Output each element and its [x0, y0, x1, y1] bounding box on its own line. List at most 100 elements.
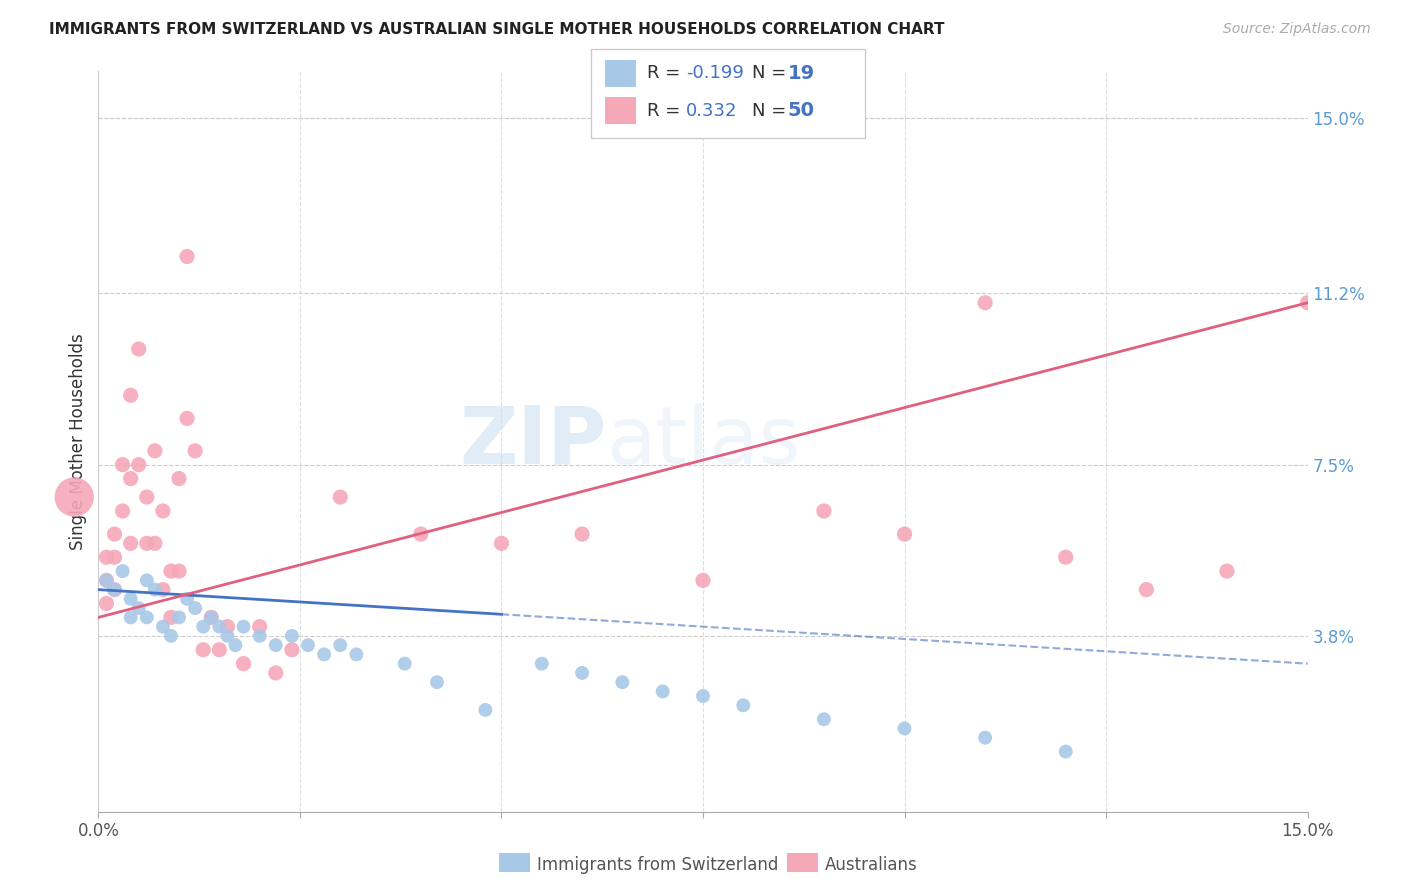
Text: N =: N = [752, 64, 792, 82]
Point [200, 610, 222, 624]
Text: -0.199: -0.199 [686, 64, 744, 82]
Point [96, 574, 118, 588]
Point [167, 472, 190, 486]
Point [120, 610, 142, 624]
Point [224, 638, 246, 652]
Point [232, 657, 254, 671]
Point [217, 629, 239, 643]
Text: 0.332: 0.332 [686, 102, 738, 120]
Point [176, 250, 198, 264]
Text: 19: 19 [787, 63, 814, 83]
Text: Australians: Australians [825, 856, 918, 874]
Point [103, 582, 125, 597]
Point [128, 601, 150, 615]
Point [176, 411, 198, 425]
Point [167, 610, 190, 624]
Text: Immigrants from Switzerland: Immigrants from Switzerland [537, 856, 779, 874]
Point [530, 657, 553, 671]
Point [217, 619, 239, 633]
Point [111, 564, 134, 578]
Point [208, 642, 231, 657]
Point [264, 665, 287, 680]
Point [111, 504, 134, 518]
Point [692, 574, 714, 588]
Point [96, 597, 118, 611]
Point [491, 536, 513, 550]
Text: IMMIGRANTS FROM SWITZERLAND VS AUSTRALIAN SINGLE MOTHER HOUSEHOLDS CORRELATION C: IMMIGRANTS FROM SWITZERLAND VS AUSTRALIA… [49, 22, 945, 37]
Point [893, 722, 915, 736]
Point [474, 703, 496, 717]
Point [152, 504, 174, 518]
Point [344, 648, 367, 662]
Point [733, 698, 755, 713]
Y-axis label: Single Mother Households: Single Mother Households [69, 334, 87, 549]
Point [394, 657, 416, 671]
Point [193, 619, 215, 633]
Point [160, 629, 183, 643]
Point [120, 388, 142, 402]
Text: ZIP: ZIP [458, 402, 606, 481]
Point [314, 648, 336, 662]
Point [974, 731, 997, 745]
Point [281, 642, 304, 657]
Point [120, 536, 142, 550]
Point [193, 642, 215, 657]
Point [176, 591, 198, 606]
Point [1296, 295, 1319, 310]
Point [96, 574, 118, 588]
Point [103, 527, 125, 541]
Point [135, 490, 157, 504]
Point [143, 582, 166, 597]
Point [974, 295, 997, 310]
Point [103, 550, 125, 565]
Point [184, 601, 207, 615]
Point [143, 536, 166, 550]
Text: R =: R = [647, 102, 686, 120]
Point [409, 527, 432, 541]
Point [152, 619, 174, 633]
Point [135, 610, 157, 624]
Point [264, 638, 287, 652]
Point [120, 591, 142, 606]
Point [813, 504, 835, 518]
Point [135, 574, 157, 588]
Text: 50: 50 [787, 101, 814, 120]
Point [160, 564, 183, 578]
Point [208, 619, 231, 633]
Point [1054, 745, 1077, 759]
Point [329, 638, 352, 652]
Point [143, 443, 166, 458]
Point [297, 638, 319, 652]
Text: Source: ZipAtlas.com: Source: ZipAtlas.com [1223, 22, 1371, 37]
Point [426, 675, 449, 690]
Point [612, 675, 634, 690]
Point [103, 582, 125, 597]
Point [184, 443, 207, 458]
Point [96, 550, 118, 565]
Point [128, 342, 150, 356]
Point [1216, 564, 1239, 578]
Point [571, 527, 593, 541]
Text: N =: N = [752, 102, 792, 120]
Point [232, 619, 254, 633]
Text: atlas: atlas [606, 402, 800, 481]
Point [120, 472, 142, 486]
Point [249, 629, 271, 643]
Point [160, 610, 183, 624]
Point [692, 689, 714, 703]
Point [281, 629, 304, 643]
Point [135, 536, 157, 550]
Point [1054, 550, 1077, 565]
Text: R =: R = [647, 64, 686, 82]
Point [167, 564, 190, 578]
Point [63, 490, 86, 504]
Point [200, 610, 222, 624]
Point [813, 712, 835, 726]
Point [128, 458, 150, 472]
Point [651, 684, 673, 698]
Point [571, 665, 593, 680]
Point [152, 582, 174, 597]
Point [249, 619, 271, 633]
Point [1135, 582, 1157, 597]
Point [111, 458, 134, 472]
